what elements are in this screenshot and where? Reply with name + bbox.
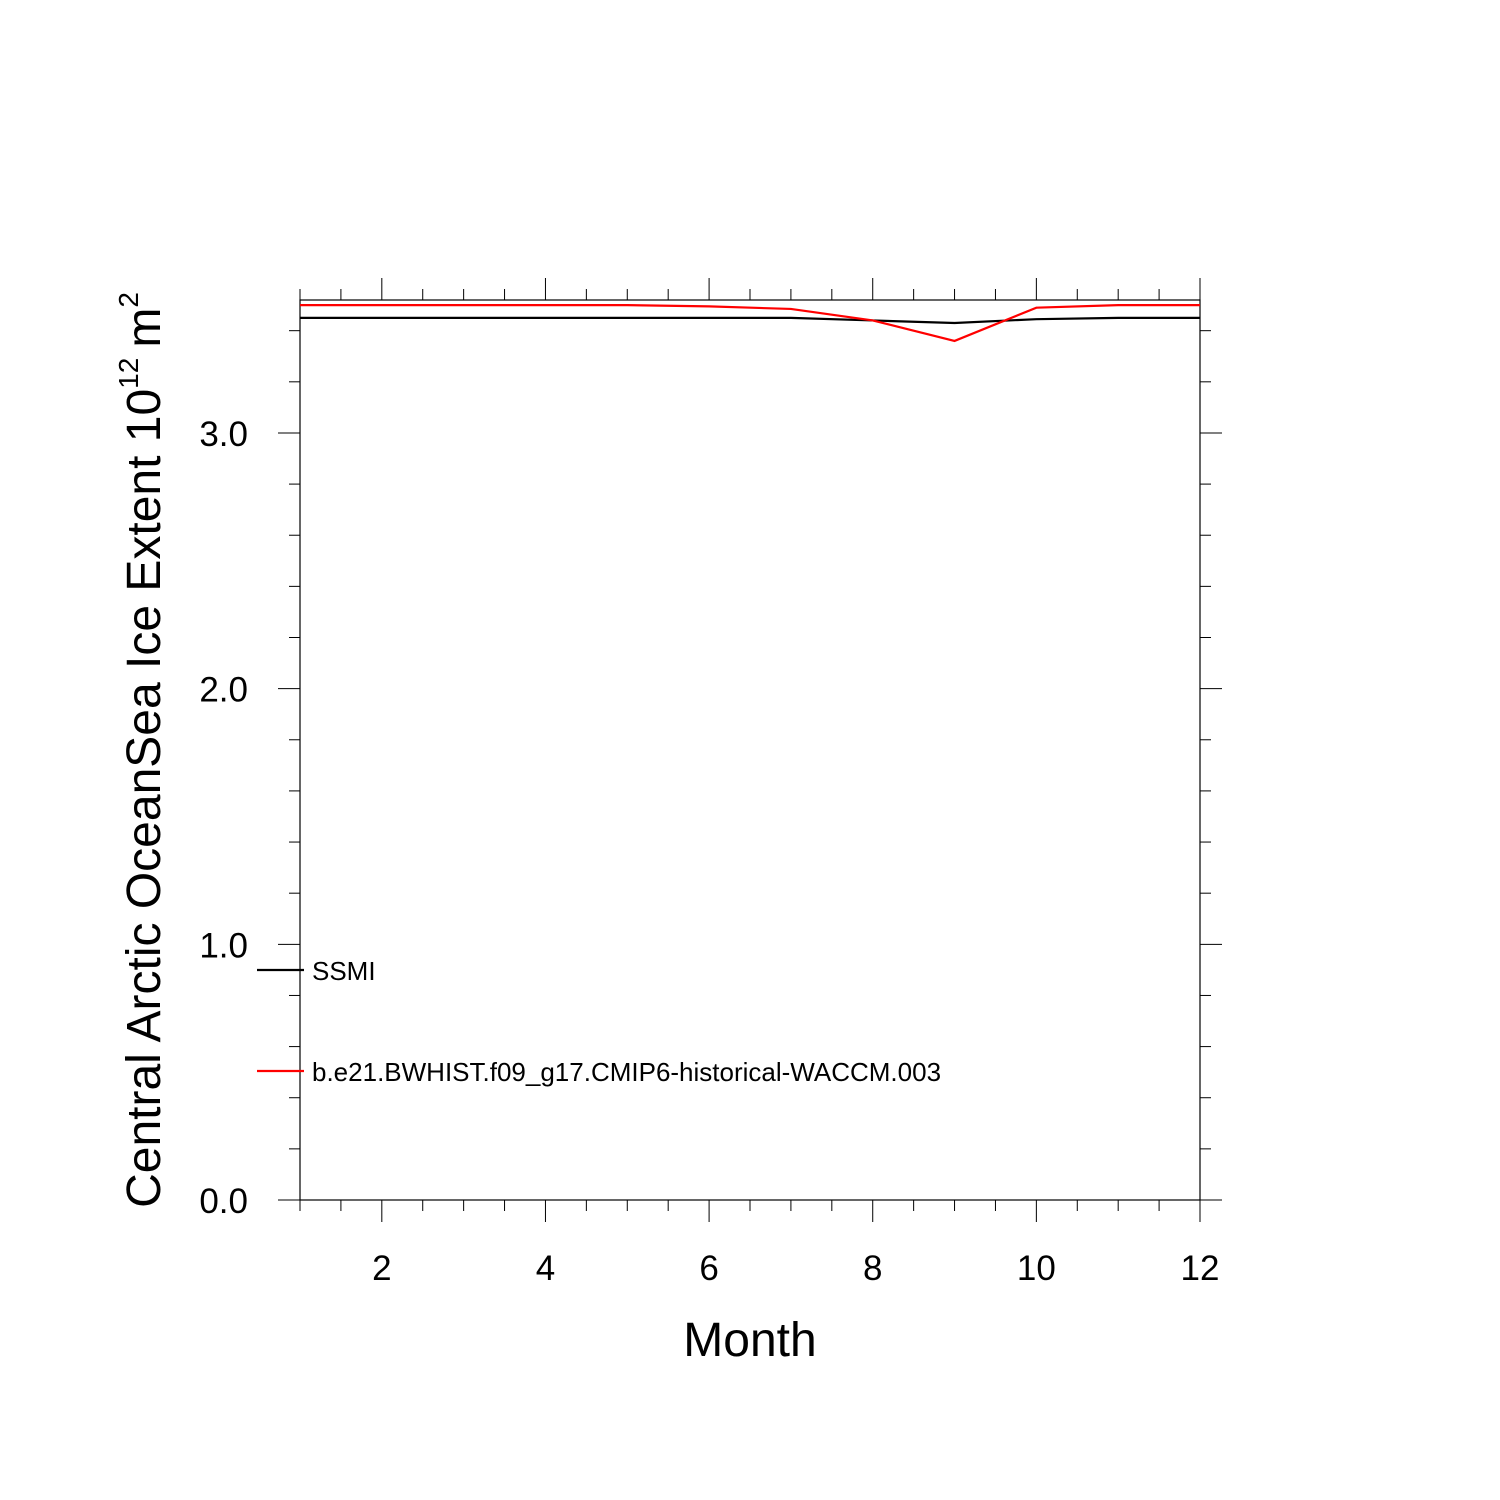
series-line (300, 304, 1200, 343)
x-tick-label: 4 (536, 1249, 555, 1288)
y-axis-title: Central Arctic OceanSea Ice Extent 1012 m… (113, 292, 171, 1208)
y-tick-label: 0.0 (199, 1182, 248, 1221)
y-tick-label: 1.0 (199, 926, 248, 965)
y-axis-title-exponent: 12 (113, 358, 144, 389)
legend-label: SSMI (312, 956, 376, 986)
axis-tick-labels: 2 4 6 8 10 12 0.0 1.0 2.0 3.0 (199, 415, 1219, 1288)
y-tick-label: 2.0 (199, 671, 248, 710)
series-lines (300, 304, 1200, 343)
x-tick-label: 10 (1017, 1249, 1056, 1288)
x-tick-label: 2 (372, 1249, 391, 1288)
legend-label: b.e21.BWHIST.f09_g17.CMIP6-historical-WA… (312, 1057, 941, 1087)
series-line (300, 316, 1200, 325)
y-tick-label: 3.0 (199, 415, 248, 454)
y-axis-title-unit: m (118, 308, 171, 348)
x-axis-title: Month (683, 1314, 816, 1367)
x-tick-label: 8 (863, 1249, 882, 1288)
axis-ticks (278, 278, 1222, 1222)
y-axis-title-unit-exponent: 2 (113, 292, 144, 308)
y-axis-title-text: Central Arctic OceanSea Ice Extent 10 (118, 389, 171, 1208)
x-tick-label: 6 (699, 1249, 718, 1288)
legend: SSMI b.e21.BWHIST.f09_g17.CMIP6-historica… (257, 956, 941, 1087)
x-tick-label: 12 (1181, 1249, 1220, 1288)
